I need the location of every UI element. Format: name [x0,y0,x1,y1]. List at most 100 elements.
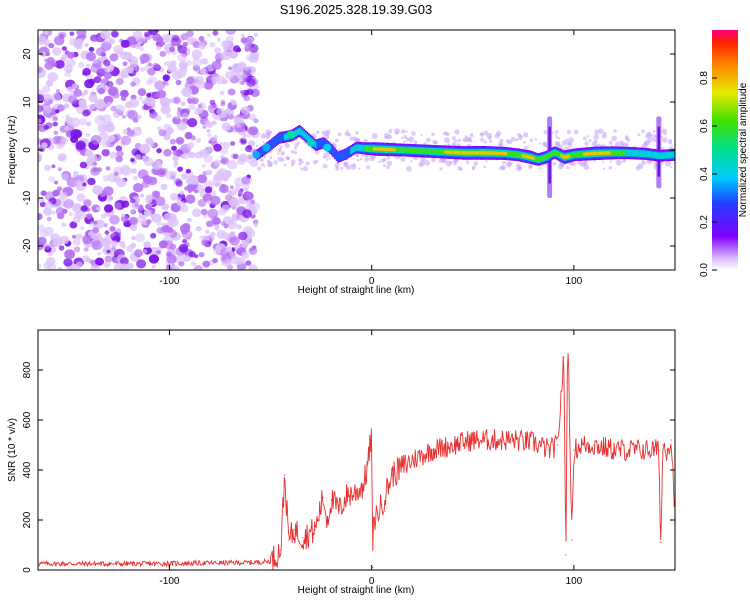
noise-blob [156,36,164,43]
noise-blob [226,246,233,253]
haze-dot [505,139,510,144]
noise-blob [120,89,129,98]
haze-dot [386,134,393,140]
snr-point [209,562,211,564]
noise-blob [68,95,78,104]
noise-blob [209,231,216,237]
noise-blob [134,43,142,50]
ridge-cell [300,128,302,136]
haze-dot [413,140,418,145]
ridge-cell [421,148,424,154]
snr-point [563,356,565,359]
snr-point [367,464,369,466]
noise-blob [151,160,163,170]
y-tick-label: 10 [22,96,33,108]
noise-blob [214,159,222,167]
haze-dot [506,162,512,168]
haze-dot [410,141,413,144]
noise-blob [82,182,87,187]
noise-blob [114,104,125,115]
noise-blob [90,234,96,238]
noise-blob [143,31,150,37]
ridge-cell [361,144,364,152]
ridge-cell [541,156,543,161]
snr-plot: -100 0 100 0 200 400 600 800 Height of straight… [7,329,676,596]
ridge-cell [358,144,360,152]
ridge-cell [424,148,427,154]
ridge-cell [408,147,411,153]
ridge-cell [413,148,415,153]
haze-dot [528,164,533,169]
haze-dot [584,141,589,146]
haze-dot [298,162,302,166]
snr-point [565,554,567,556]
haze-dot [283,163,287,167]
ridge-cell [539,156,542,162]
noise-blob [41,85,51,93]
haze-dot [322,163,328,169]
noise-blob [95,257,104,266]
noise-blob [247,144,252,150]
haze-dot [343,161,348,166]
haze-dot [255,144,258,148]
ridge-cell [499,151,501,155]
haze-dot [594,129,600,135]
ridge-cell [363,145,365,152]
ridge-cell [369,146,372,152]
noise-blob [160,104,171,115]
noise-blob [201,58,209,65]
noise-blob [182,229,193,240]
haze-dot [334,162,340,168]
ridge-cell [376,147,378,151]
noise-blob [179,204,189,213]
noise-blob [249,247,254,252]
haze-dot [457,166,462,171]
noise-blob [248,113,256,121]
noise-blob [163,133,171,141]
noise-blob [75,233,83,240]
noise-blob [39,201,46,207]
haze-dot [394,128,400,135]
noise-blob [210,216,220,225]
ridge-cell [495,151,498,155]
noise-blob [132,183,144,193]
noise-blob [216,107,225,116]
noise-blob [53,130,59,135]
haze-dot [646,159,652,165]
haze-dot [483,140,487,144]
haze-dot [326,129,331,135]
noise-blob [192,58,202,68]
noise-blob [218,184,229,194]
ridge-cell [646,150,648,158]
haze-dot [432,139,437,145]
noise-blob [175,136,185,145]
haze-dot [529,138,533,142]
noise-blob [156,250,161,255]
haze-dot [650,134,654,138]
noise-blob [120,135,132,146]
ridge-cell [468,151,470,155]
haze-dot [378,160,381,164]
noise-blob [244,187,249,192]
haze-dot [641,160,644,163]
haze-dot [300,167,304,171]
ridge-cell [377,147,380,151]
ridge-cell [442,149,445,155]
x-tick-label: 0 [369,276,375,287]
ridge-cell [644,150,647,158]
snr-point [411,459,413,461]
ridge-cell [562,154,564,159]
ridge-cell [597,151,600,155]
haze-dot [647,133,652,137]
noise-blob [61,46,67,51]
noise-blob [101,139,111,148]
noise-blob [116,178,127,188]
ridge-cell [275,136,278,145]
noise-blob [154,196,166,207]
ridge-cell [546,154,548,160]
noise-blob [38,236,47,246]
ridge-cell [447,150,449,154]
noise-blob [186,76,195,85]
noise-blob [57,167,62,172]
ridge-cell [385,147,388,152]
